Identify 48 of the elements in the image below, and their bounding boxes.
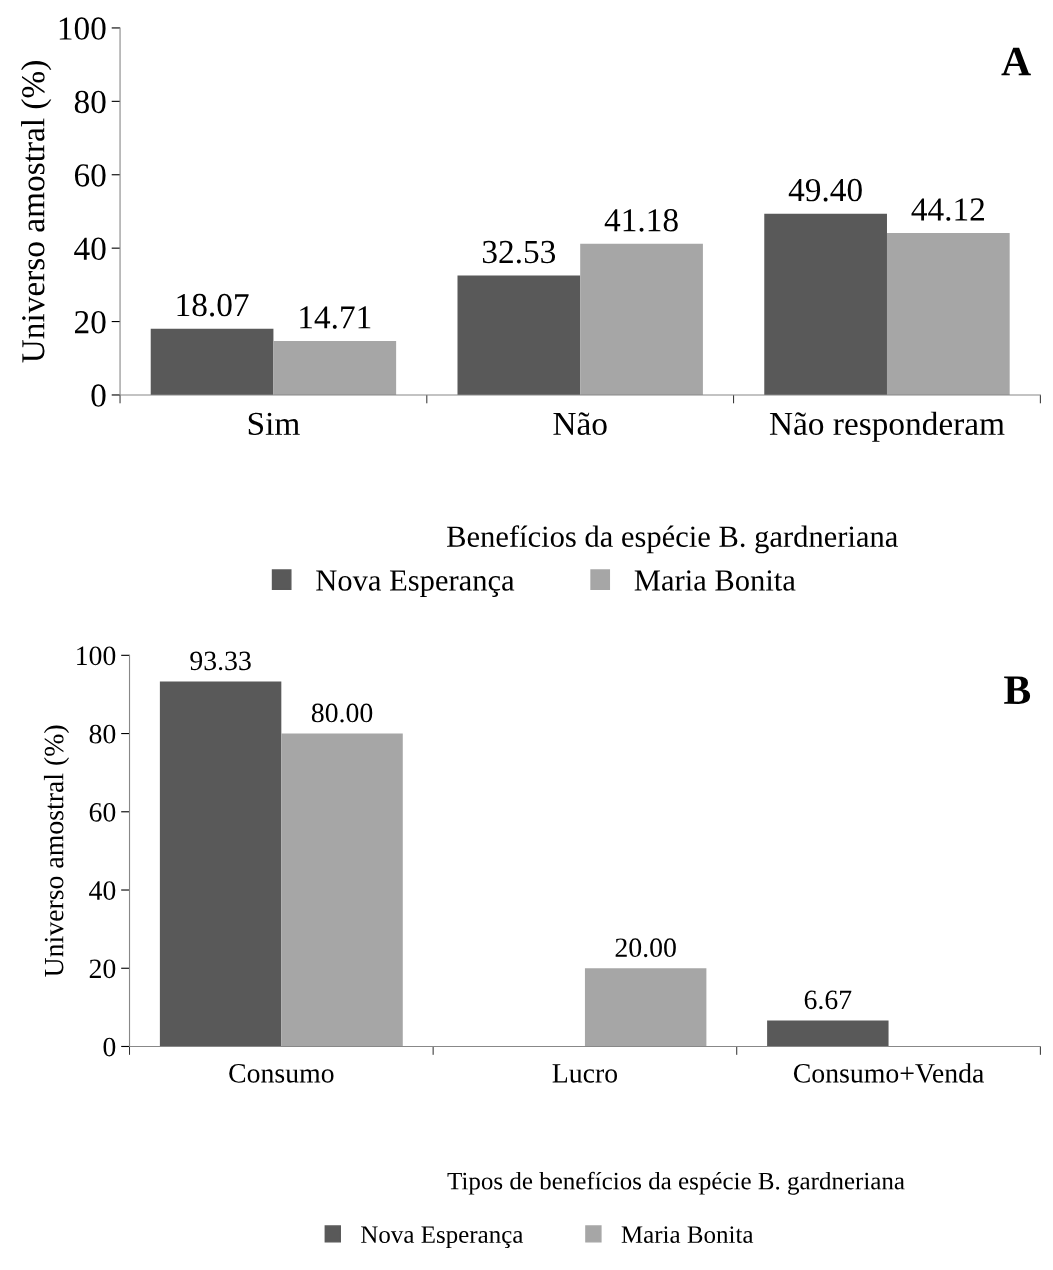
bar — [457, 275, 581, 395]
bar — [764, 213, 887, 395]
text: 18.07 — [177, 293, 249, 317]
legend-label: Maria Bonita — [621, 1226, 754, 1244]
legend-label: Nova Esperança — [361, 1226, 524, 1249]
annotation: A — [1001, 47, 1031, 76]
bar — [281, 733, 403, 1047]
y-tick-label: 60 — [74, 164, 106, 187]
y-tick-label: 20 — [74, 310, 106, 334]
y-tick-label: 80 — [74, 90, 106, 114]
text: 6.67 — [804, 990, 852, 1010]
x-axis-title: Benefícios da espécie B. gardneriana — [447, 525, 898, 554]
x-tick-label: Não responderam — [769, 411, 1005, 442]
bar — [584, 968, 707, 1047]
y-tick-label: 100 — [77, 646, 116, 666]
bar — [273, 340, 397, 395]
y-tick-label: 60 — [89, 802, 116, 822]
y-tick-label: 80 — [89, 724, 116, 744]
text: 80.00 — [311, 703, 373, 723]
y-tick-label: 40 — [89, 881, 116, 900]
bar — [150, 328, 274, 395]
text: 20.00 — [615, 938, 676, 958]
text: 49.40 — [788, 178, 862, 202]
text: 44.12 — [911, 198, 984, 221]
legend-label: Maria Bonita — [634, 570, 796, 591]
x-tick-label: Consumo — [229, 1064, 334, 1083]
bar — [886, 233, 1010, 395]
bar — [767, 1020, 889, 1047]
text: 14.71 — [300, 306, 371, 329]
y-axis-title: Universo amostral (%) — [43, 725, 70, 977]
annotation: B — [1004, 676, 1031, 704]
y-tick-label: 0 — [91, 384, 106, 407]
y-tick-label: 0 — [103, 1037, 116, 1057]
x-tick-label: Não — [553, 412, 607, 436]
legend-label: Nova Esperança — [316, 570, 515, 597]
bar — [159, 681, 282, 1047]
x-tick-label: Consumo+Venda — [793, 1063, 984, 1083]
y-tick-label: 20 — [89, 959, 116, 979]
y-axis-title: Universo amostral (%) — [21, 61, 52, 363]
x-axis-title: Tipos de benefícios da espécie B. gardneriana — [447, 1171, 905, 1195]
y-tick-label: 100 — [59, 17, 106, 40]
text: 93.33 — [190, 651, 251, 671]
bar — [580, 243, 703, 395]
text: 41.18 — [604, 209, 678, 232]
y-tick-label: 40 — [74, 237, 106, 261]
x-tick-label: Sim — [248, 412, 300, 436]
text: 32.53 — [482, 240, 556, 264]
x-tick-label: Lucro — [552, 1064, 618, 1083]
